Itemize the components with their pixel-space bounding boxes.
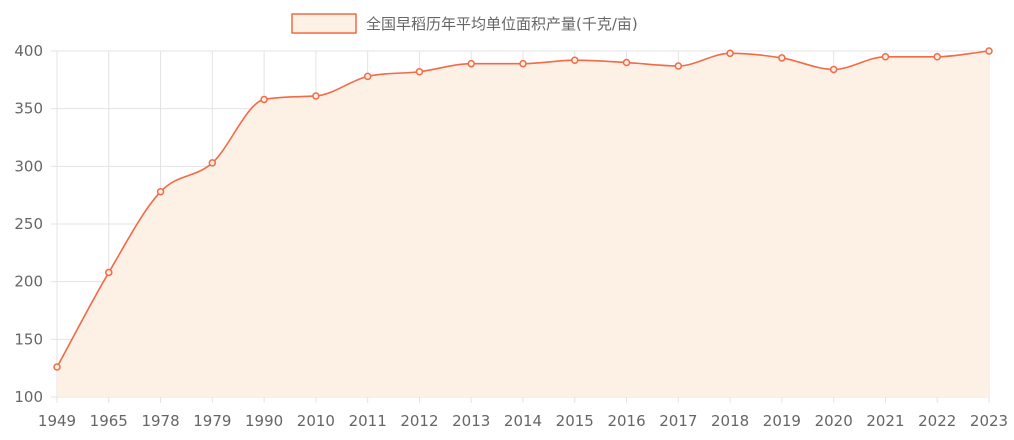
data-point[interactable]	[53, 363, 61, 371]
legend-label[interactable]: 全国早稻历年平均单位面积产量(千克/亩)	[366, 15, 638, 33]
x-tick-label: 2023	[970, 412, 1008, 430]
data-point[interactable]	[622, 58, 631, 67]
x-tick-label: 1965	[90, 412, 128, 430]
x-tick-label: 2010	[297, 412, 335, 430]
y-tick-label: 200	[14, 273, 43, 291]
y-tick-label: 300	[14, 157, 43, 175]
x-tick-label: 1978	[141, 412, 179, 430]
data-point[interactable]	[105, 268, 113, 277]
legend[interactable]: 全国早稻历年平均单位面积产量(千克/亩)	[291, 13, 638, 34]
y-axis-ticks: 100 150 200 250 300 350 400	[14, 42, 43, 406]
x-axis-ticks: 1949 1965 1978 1979 1990 2010 2011 2012 2013 2014…	[38, 412, 1008, 430]
data-point[interactable]	[829, 65, 838, 74]
y-tick-label: 100	[14, 388, 43, 406]
data-point[interactable]	[674, 62, 683, 70]
data-point[interactable]	[415, 68, 424, 76]
y-tick-label: 250	[14, 215, 43, 233]
data-point[interactable]	[519, 59, 527, 68]
data-point[interactable]	[571, 56, 579, 64]
data-point[interactable]	[881, 53, 890, 61]
x-tick-label: 2012	[400, 412, 438, 430]
data-point[interactable]	[985, 47, 993, 55]
x-tick-label: 2020	[815, 412, 853, 430]
x-tick-label: 2016	[607, 412, 645, 430]
x-tick-label: 2022	[918, 412, 956, 430]
x-tick-label: 2011	[349, 412, 387, 430]
data-point[interactable]	[363, 72, 372, 81]
y-tick-label: 150	[14, 330, 43, 348]
x-tick-label: 1949	[38, 412, 76, 430]
x-tick-label: 1990	[245, 412, 283, 430]
area-fill	[57, 51, 989, 397]
y-tick-label: 350	[14, 100, 43, 118]
x-tick-label: 2013	[452, 412, 490, 430]
x-tick-label: 2019	[763, 412, 801, 430]
data-points	[53, 47, 993, 371]
data-point[interactable]	[312, 92, 320, 100]
x-tick-label: 2015	[556, 412, 594, 430]
x-tick-label: 2018	[711, 412, 749, 430]
data-point[interactable]	[933, 53, 941, 61]
data-point[interactable]	[467, 59, 475, 68]
x-tick-label: 2014	[504, 412, 542, 430]
data-point[interactable]	[778, 54, 786, 62]
legend-swatch[interactable]	[291, 13, 357, 34]
area-fill-layer	[57, 51, 989, 397]
x-tick-label: 2021	[866, 412, 904, 430]
data-point[interactable]	[156, 187, 165, 196]
data-point[interactable]	[208, 159, 217, 167]
data-point[interactable]	[726, 49, 734, 58]
data-point[interactable]	[260, 95, 268, 104]
x-tick-label: 2017	[659, 412, 697, 430]
x-tick-label: 1979	[193, 412, 231, 430]
y-tick-label: 400	[14, 42, 43, 60]
